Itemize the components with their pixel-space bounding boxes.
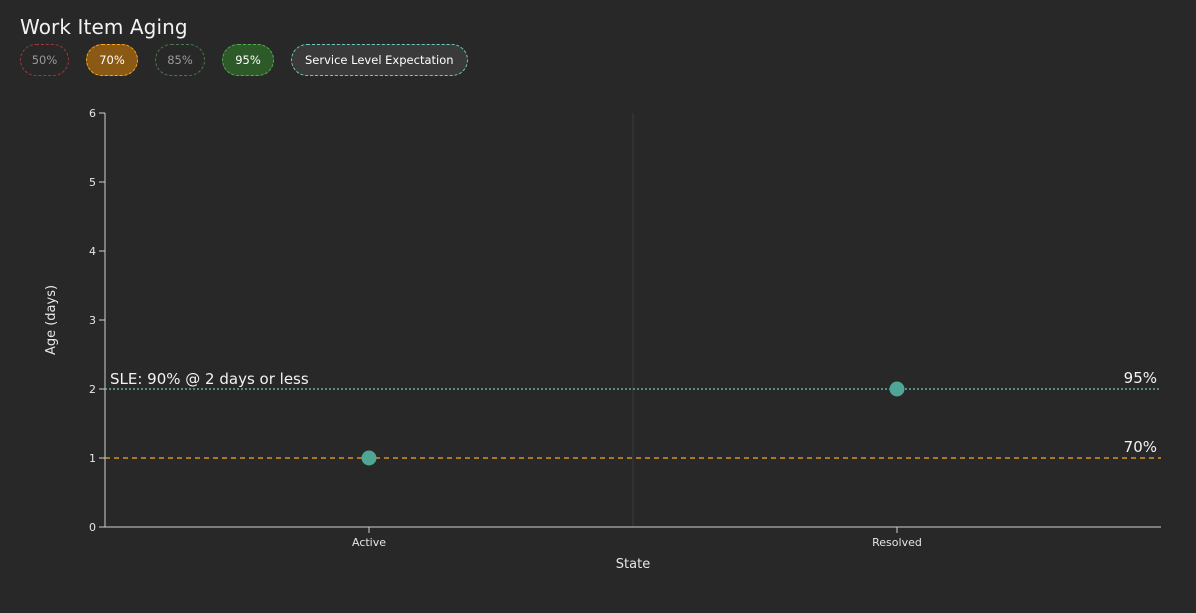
- y-tick-label: 1: [89, 452, 96, 465]
- x-axis-label: State: [616, 557, 650, 572]
- axes-group: 0 1 2 3 4 5 6 Active Resolved: [89, 107, 1161, 549]
- legend-toggle-85[interactable]: 85%: [155, 44, 205, 76]
- chart-title: Work Item Aging: [20, 15, 188, 39]
- x-tick-label: Active: [352, 536, 386, 549]
- y-tick-label: 6: [89, 107, 96, 120]
- y-tick-label: 2: [89, 383, 96, 396]
- reference-lines-group: 95% 70%: [105, 369, 1161, 459]
- legend-toggle-sle[interactable]: Service Level Expectation: [291, 44, 468, 76]
- legend-toggle-50[interactable]: 50%: [20, 44, 69, 76]
- reference-line-label: 70%: [1124, 438, 1157, 456]
- y-tick-label: 5: [89, 176, 96, 189]
- legend-toggle-95[interactable]: 95%: [222, 44, 274, 76]
- y-axis-label: Age (days): [44, 285, 59, 355]
- percentile-legend: 50% 70% 85% 95% Service Level Expectatio…: [20, 44, 468, 76]
- x-tick-label: Resolved: [872, 536, 922, 549]
- y-tick-label: 0: [89, 521, 96, 534]
- data-point: [361, 450, 377, 466]
- points-group: [361, 381, 905, 466]
- reference-line-label: 95%: [1124, 369, 1157, 387]
- y-tick-label: 3: [89, 314, 96, 327]
- y-tick-label: 4: [89, 245, 96, 258]
- legend-toggle-70[interactable]: 70%: [86, 44, 138, 76]
- data-point: [889, 381, 905, 397]
- sle-annotation: SLE: 90% @ 2 days or less: [110, 370, 309, 388]
